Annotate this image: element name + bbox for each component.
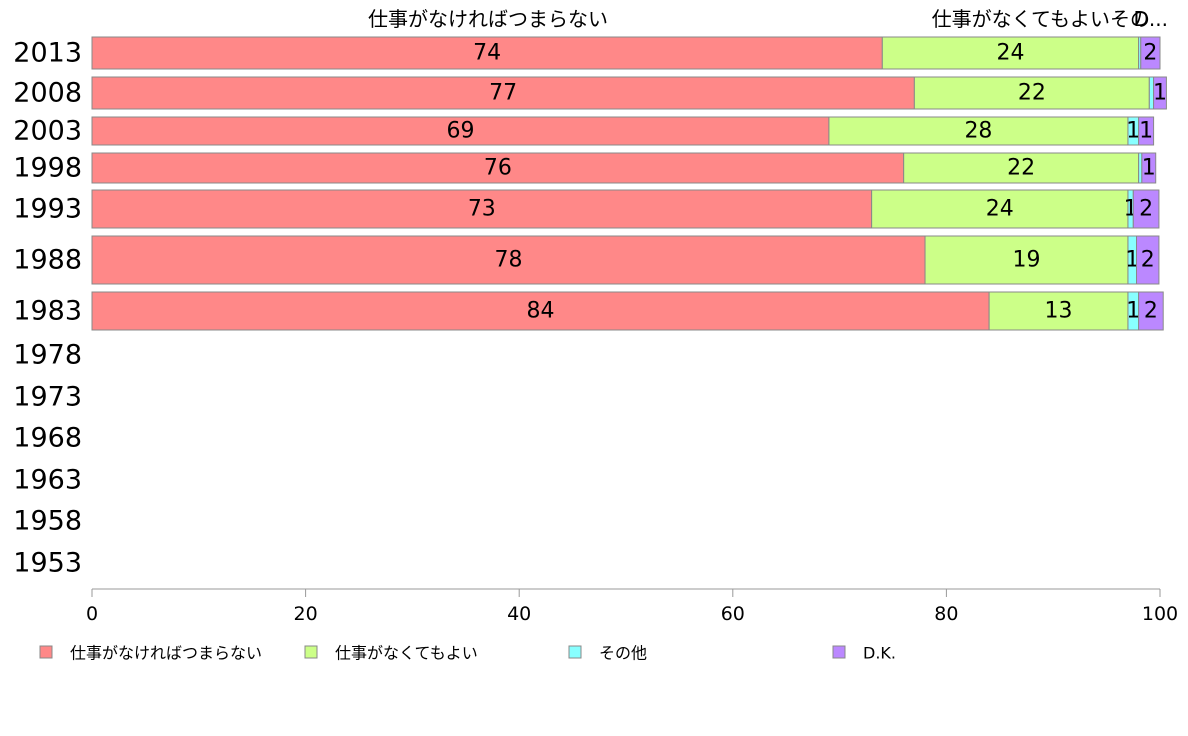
bar-segment [1153,76,1167,110]
data-label: 69 [446,119,474,144]
bar-segment [91,76,915,110]
legend-swatch [39,645,53,659]
bar-segment [924,235,1129,285]
legend-label: 仕事がなくてもよい [335,644,478,663]
bar-segment [91,235,926,285]
data-label: 28 [964,119,992,144]
data-label: 73 [468,197,496,222]
bar-segment [91,116,830,146]
top-label: 仕事がなければつまらない [368,7,608,31]
bar-segment [1136,235,1160,285]
year-label: 1958 [13,506,82,537]
year-label: 2003 [13,116,82,147]
x-tick-label: 20 [294,603,318,625]
legend-label: その他 [599,644,647,663]
legend-label: D.K. [863,644,896,663]
legend-label: 仕事がなければつまらない [70,644,262,663]
bar-segment [1138,291,1164,331]
year-label: 1988 [13,245,82,276]
bar-segment [1140,36,1161,70]
year-label: 1993 [13,194,82,225]
data-label: 77 [489,81,517,106]
data-label: 22 [1007,156,1035,181]
bar-segment [881,36,1140,70]
data-label: 2 [1141,248,1155,273]
year-label: 2008 [13,78,82,109]
data-label: 22 [1018,81,1046,106]
data-label: 24 [996,41,1024,66]
x-tick-label: 100 [1142,603,1178,625]
bar-segment [1141,152,1157,184]
data-label: 84 [527,299,555,324]
data-label: 1 [1139,119,1153,144]
data-label: 76 [484,156,512,181]
data-label: 78 [495,248,523,273]
data-label: 1 [1142,156,1156,181]
year-label: 2013 [13,38,82,69]
year-label: 1983 [13,296,82,327]
year-label: 1968 [13,423,82,454]
bar-segment [1132,189,1160,229]
legend-swatch [304,645,318,659]
x-tick-label: 40 [507,603,531,625]
x-tick-label: 0 [86,603,98,625]
data-label: 19 [1013,248,1041,273]
bar-segment [871,189,1129,229]
data-label: 2 [1143,41,1157,66]
x-tick-label: 80 [934,603,958,625]
top-label: 仕事がなくてもよいその [932,7,1150,31]
data-label: 1 [1153,81,1167,106]
data-label: 2 [1144,299,1158,324]
bar-segment [828,116,1129,146]
legend-swatch [568,645,582,659]
data-label: 13 [1045,299,1073,324]
data-label: 1 [1126,119,1140,144]
bar-segment [91,152,905,184]
year-label: 1978 [13,340,82,371]
data-label: 74 [473,41,501,66]
year-label: 1998 [13,153,82,184]
year-label: 1963 [13,465,82,496]
data-label: 24 [986,197,1014,222]
bar-segment [1138,116,1155,146]
data-label: 2 [1139,197,1153,222]
bar-segment [91,36,883,70]
top-label: D... [1134,7,1168,31]
bar-segment [913,76,1150,110]
year-label: 1973 [13,382,82,413]
bar-segment [988,291,1129,331]
legend-swatch [832,645,846,659]
year-label: 1953 [13,548,82,579]
bar-segment [91,291,990,331]
x-tick-label: 60 [721,603,745,625]
data-label: 1 [1125,248,1139,273]
bar-segment [91,189,873,229]
data-label: 1 [1126,299,1140,324]
